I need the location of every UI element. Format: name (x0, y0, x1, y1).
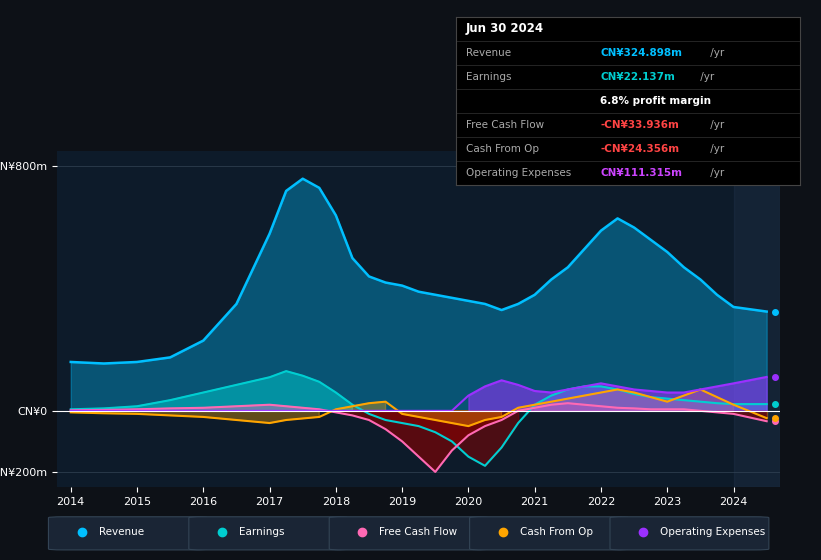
FancyBboxPatch shape (610, 517, 769, 550)
Text: /yr: /yr (707, 120, 724, 130)
FancyBboxPatch shape (189, 517, 348, 550)
Text: CN¥111.315m: CN¥111.315m (600, 168, 682, 178)
FancyBboxPatch shape (470, 517, 629, 550)
Text: /yr: /yr (697, 72, 714, 82)
Text: CN¥22.137m: CN¥22.137m (600, 72, 676, 82)
Text: Jun 30 2024: Jun 30 2024 (466, 22, 544, 35)
Text: 6.8% profit margin: 6.8% profit margin (600, 96, 712, 106)
Text: Operating Expenses: Operating Expenses (660, 527, 765, 537)
Text: Free Cash Flow: Free Cash Flow (379, 527, 457, 537)
Text: -CN¥33.936m: -CN¥33.936m (600, 120, 679, 130)
FancyBboxPatch shape (48, 517, 208, 550)
Text: Cash From Op: Cash From Op (520, 527, 593, 537)
Text: Earnings: Earnings (466, 72, 511, 82)
Text: CN¥324.898m: CN¥324.898m (600, 48, 682, 58)
Text: Revenue: Revenue (99, 527, 144, 537)
Text: Revenue: Revenue (466, 48, 511, 58)
FancyBboxPatch shape (329, 517, 488, 550)
Text: /yr: /yr (707, 144, 724, 154)
Text: Earnings: Earnings (239, 527, 285, 537)
Text: Free Cash Flow: Free Cash Flow (466, 120, 544, 130)
Text: Operating Expenses: Operating Expenses (466, 168, 571, 178)
Text: -CN¥24.356m: -CN¥24.356m (600, 144, 680, 154)
Bar (733, 151, 780, 487)
Text: /yr: /yr (707, 48, 724, 58)
Text: Cash From Op: Cash From Op (466, 144, 539, 154)
Text: /yr: /yr (707, 168, 724, 178)
